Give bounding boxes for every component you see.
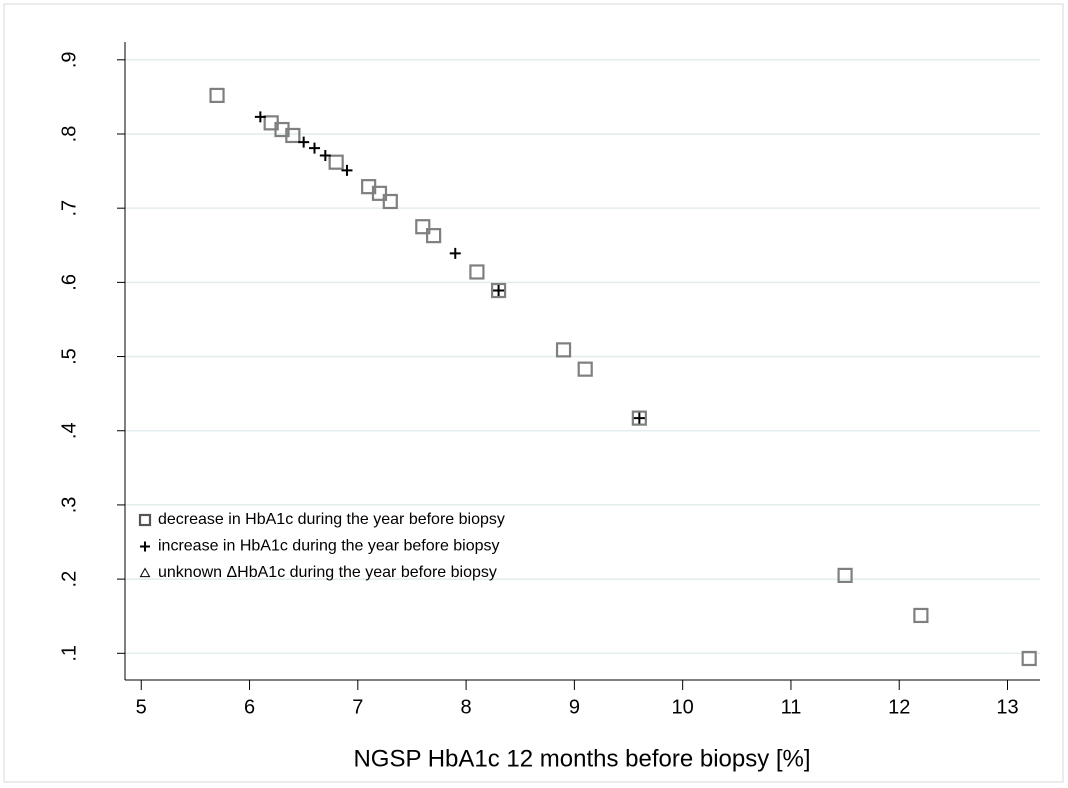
legend-marker xyxy=(139,567,151,578)
legend-label: decrease in HbA1c during the year before… xyxy=(158,511,505,528)
data-point xyxy=(577,361,593,377)
legend-marker xyxy=(140,541,150,552)
x-tick-label: 13 xyxy=(996,696,1018,718)
legend-label: increase in HbA1c during the year before… xyxy=(158,538,500,555)
data-point xyxy=(415,219,431,235)
x-axis-label: NGSP HbA1c 12 months before biopsy [%] xyxy=(353,745,810,772)
x-tick-label: 9 xyxy=(569,696,580,718)
y-tick-label: .8 xyxy=(58,126,80,143)
data-point xyxy=(285,127,301,144)
data-point xyxy=(298,136,310,148)
x-tick-label: 11 xyxy=(781,696,802,718)
data-point xyxy=(254,111,266,123)
data-point xyxy=(913,607,929,624)
data-point xyxy=(209,87,225,104)
data-point xyxy=(308,142,320,154)
frame xyxy=(3,3,1064,783)
x-tick-label: 12 xyxy=(888,696,910,718)
data-point xyxy=(319,150,331,162)
data-point xyxy=(1021,650,1037,667)
y-tick-label: .4 xyxy=(58,422,80,439)
y-tick-label: .2 xyxy=(58,571,80,588)
data-point xyxy=(493,285,505,297)
legend-marker xyxy=(138,513,152,527)
x-tick-label: 5 xyxy=(136,696,147,718)
y-tick-label: .1 xyxy=(58,645,80,662)
data-point xyxy=(449,247,461,259)
data-point xyxy=(426,228,442,244)
y-tick-label: .5 xyxy=(58,348,80,365)
x-tick-label: 6 xyxy=(244,696,255,718)
data-point xyxy=(633,412,645,424)
y-tick-label: .3 xyxy=(58,497,80,514)
x-tick-label: 7 xyxy=(352,696,363,718)
x-tick-label: 10 xyxy=(672,696,694,718)
data-point xyxy=(469,264,485,280)
data-point xyxy=(837,567,853,583)
data-point xyxy=(328,154,344,170)
data-point xyxy=(490,282,507,299)
data-point xyxy=(555,342,572,358)
y-tick-label: .6 xyxy=(58,274,80,291)
legend-label: unknown ΔHbA1c during the year before bi… xyxy=(158,564,497,581)
y-tick-label: .7 xyxy=(58,200,80,217)
x-tick-label: 8 xyxy=(461,696,472,718)
y-tick-label: .9 xyxy=(58,51,80,68)
data-point xyxy=(631,410,647,426)
data-point xyxy=(341,164,353,176)
data-point xyxy=(371,185,388,201)
data-point xyxy=(382,193,398,210)
